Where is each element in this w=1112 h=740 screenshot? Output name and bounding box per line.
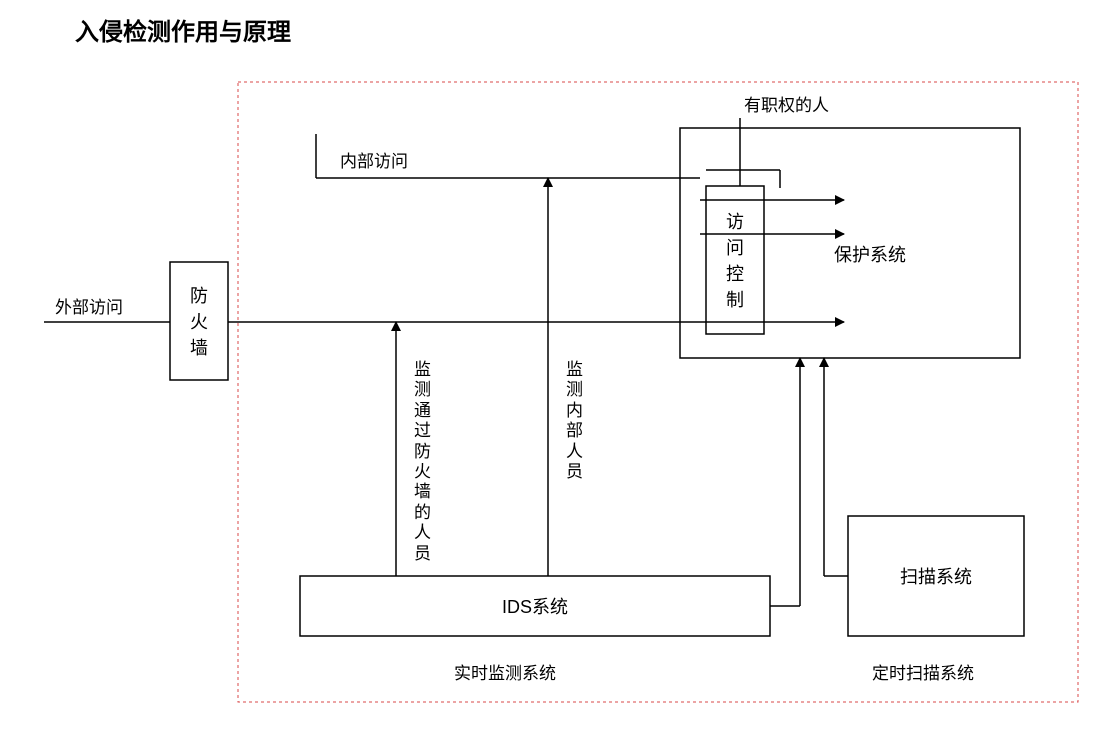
diagram-svg	[0, 0, 1112, 740]
node-scan_sys: 扫描系统	[900, 563, 972, 589]
node-protect_sys: 保护系统	[834, 241, 906, 267]
label-internal_access: 内部访问	[340, 152, 408, 172]
label-monitor_internal: 监 测 内 部 人 员	[566, 360, 583, 482]
node-ids: IDS系统	[502, 593, 568, 619]
node-firewall: 防 火 墙	[190, 282, 208, 360]
label-monitor_fw: 监 测 通 过 防 火 墙 的 人 员	[414, 360, 431, 564]
label-authorized: 有职权的人	[744, 96, 829, 116]
label-realtime_sys: 实时监测系统	[454, 664, 556, 684]
label-external_access: 外部访问	[55, 298, 123, 318]
diagram-canvas: 入侵检测作用与原理 防 火 墙访 问 控 制保护系统IDS系统扫描系统外部访问内…	[0, 0, 1112, 740]
label-sched_scan_sys: 定时扫描系统	[872, 664, 974, 684]
node-access_ctrl: 访 问 控 制	[726, 208, 744, 312]
